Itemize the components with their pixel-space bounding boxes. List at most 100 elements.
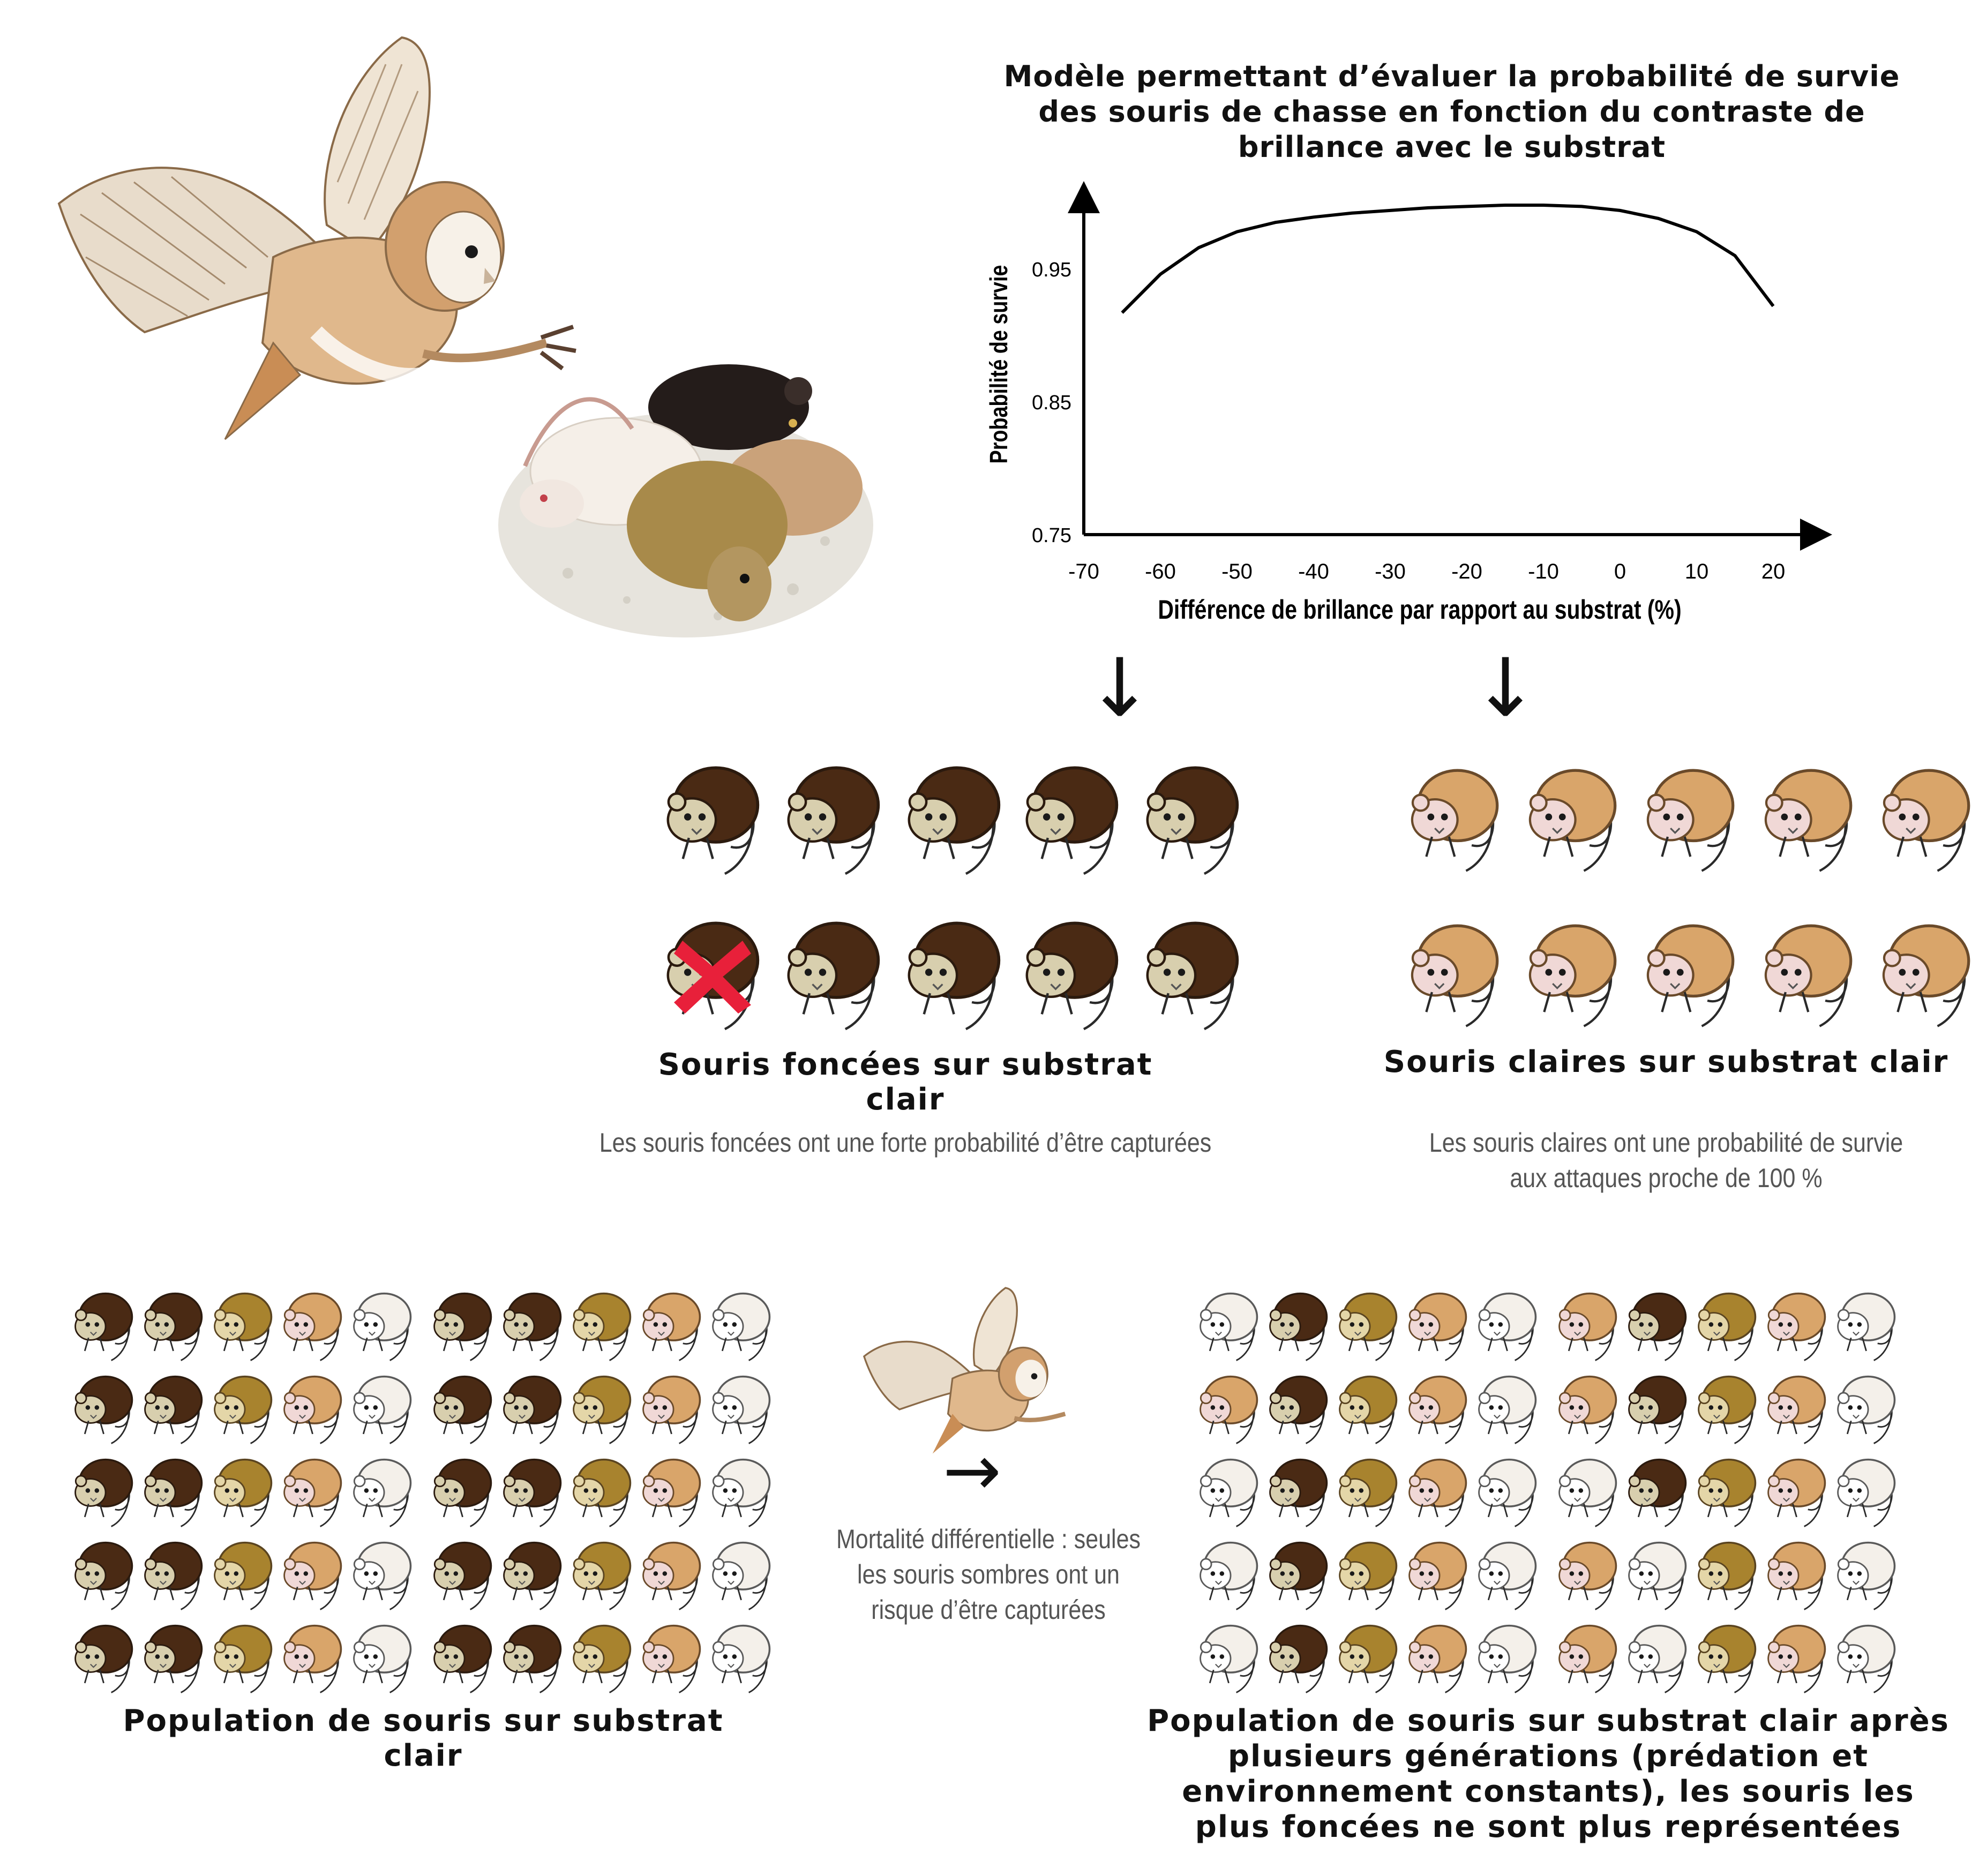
- mouse-icon: [498, 1618, 563, 1698]
- mouse-icon: [638, 1535, 702, 1615]
- mice-group-icon: [498, 364, 873, 637]
- mouse-icon: [1473, 1286, 1538, 1366]
- mouse-icon: [568, 1369, 632, 1449]
- arrow-down-icon: ↓: [1472, 642, 1539, 735]
- mouse-icon: [1763, 1452, 1827, 1532]
- y-tick-label: 0.95: [1032, 259, 1071, 281]
- population-after-label: Population de souris sur substrat clair …: [1147, 1704, 1950, 1844]
- mouse-icon: [779, 911, 881, 1037]
- mouse-icon: [1763, 1369, 1827, 1449]
- mouse-icon: [348, 1286, 413, 1366]
- mouse-icon: [279, 1452, 343, 1532]
- mouse-icon: [1623, 1618, 1688, 1698]
- mouse-icon: [638, 1618, 702, 1698]
- population-before-label: Population de souris sur substrat clair: [123, 1704, 724, 1773]
- mouse-icon: [139, 1618, 204, 1698]
- mouse-icon: [1195, 1535, 1259, 1615]
- mouse-icon: [70, 1618, 134, 1698]
- mouse-icon: [1623, 1535, 1688, 1615]
- mouse-icon: [209, 1369, 273, 1449]
- mouse-icon: [779, 755, 881, 881]
- mouse-icon: [1639, 755, 1736, 881]
- mouse-icon: [348, 1618, 413, 1698]
- mouse-icon: [1334, 1286, 1398, 1366]
- mouse-icon: [1832, 1618, 1896, 1698]
- x-tick-label: -20: [1451, 560, 1482, 583]
- mouse-icon: [429, 1286, 493, 1366]
- mouse-icon: [139, 1452, 204, 1532]
- mouse-icon: [1693, 1535, 1757, 1615]
- arrow-down-icon: ↓: [1086, 642, 1153, 735]
- mouse-icon: [1554, 1535, 1618, 1615]
- mouse-icon: [1554, 1452, 1618, 1532]
- x-tick-label: -40: [1298, 560, 1329, 583]
- mouse-icon: [1693, 1286, 1757, 1366]
- mouse-icon: [900, 755, 1002, 881]
- mouse-icon: [1832, 1369, 1896, 1449]
- mouse-icon: [1554, 1618, 1618, 1698]
- mouse-icon: [1404, 1286, 1468, 1366]
- mouse-icon: [1404, 1369, 1468, 1449]
- y-tick-label: 0.75: [1032, 524, 1071, 547]
- x-tick-label: -50: [1221, 560, 1253, 583]
- mouse-icon: [279, 1369, 343, 1449]
- dark-group-label: Souris foncées sur substrat clair: [658, 1047, 1153, 1117]
- mouse-icon: [1264, 1618, 1329, 1698]
- red-cross-icon: [670, 932, 755, 1020]
- mouse-icon: [1018, 755, 1120, 881]
- mouse-icon: [638, 1452, 702, 1532]
- mouse-icon: [1473, 1618, 1538, 1698]
- mouse-icon: [707, 1535, 771, 1615]
- survival-chart: -70 -60 -50 -40 -30 -20 -10 0 10 20 0.950.850.75 …: [985, 181, 1832, 625]
- y-axis-label: Probabilité de survie: [985, 265, 1012, 464]
- mouse-icon: [1693, 1369, 1757, 1449]
- light-group-description: Les souris claires ont une probabilité d…: [1429, 1128, 1903, 1193]
- mouse-icon: [1832, 1286, 1896, 1366]
- mouse-icon: [70, 1452, 134, 1532]
- mouse-icon: [348, 1452, 413, 1532]
- mouse-icon: [1264, 1369, 1329, 1449]
- mouse-icon: [139, 1535, 204, 1615]
- x-tick-label: -10: [1528, 560, 1559, 583]
- arrow-right-icon: →: [943, 1430, 1001, 1511]
- mouse-icon: [70, 1535, 134, 1615]
- mouse-icon: [429, 1369, 493, 1449]
- mouse-icon: [568, 1452, 632, 1532]
- mouse-icon: [1404, 1535, 1468, 1615]
- x-tick-label: -30: [1375, 560, 1406, 583]
- chart-title: Modèle permettant d’évaluer la probabili…: [1003, 59, 1900, 164]
- mouse-icon: [1264, 1535, 1329, 1615]
- mouse-icon: [1473, 1535, 1538, 1615]
- mouse-icon: [429, 1535, 493, 1615]
- mouse-icon: [1195, 1369, 1259, 1449]
- mouse-icon: [139, 1369, 204, 1449]
- mouse-icon: [1875, 755, 1971, 881]
- mouse-icon: [1639, 911, 1736, 1037]
- mouse-icon: [1404, 1452, 1468, 1532]
- mouse-icon: [1334, 1618, 1398, 1698]
- mouse-icon: [498, 1535, 563, 1615]
- mouse-icon: [209, 1286, 273, 1366]
- mouse-icon: [568, 1286, 632, 1366]
- mouse-icon: [638, 1286, 702, 1366]
- mouse-icon: [1018, 911, 1120, 1037]
- mouse-icon: [348, 1535, 413, 1615]
- dark-group-description: Les souris foncées ont une forte probabi…: [599, 1128, 1212, 1158]
- mouse-icon: [1404, 911, 1500, 1037]
- mouse-icon: [1763, 1618, 1827, 1698]
- series-line: [1121, 204, 1775, 314]
- mouse-icon: [1623, 1452, 1688, 1532]
- mouse-icon: [1195, 1618, 1259, 1698]
- barn-owl-icon: [863, 1287, 1066, 1454]
- mouse-icon: [1832, 1535, 1896, 1615]
- x-tick-label: 0: [1614, 560, 1626, 583]
- mouse-icon: [568, 1618, 632, 1698]
- mouse-icon: [1521, 755, 1618, 881]
- mouse-icon: [1195, 1452, 1259, 1532]
- mouse-icon: [1875, 911, 1971, 1037]
- mouse-icon: [707, 1452, 771, 1532]
- mouse-icon: [900, 911, 1002, 1037]
- mouse-icon: [1195, 1286, 1259, 1366]
- y-tick-label: 0.85: [1032, 392, 1071, 414]
- mouse-icon: [1473, 1369, 1538, 1449]
